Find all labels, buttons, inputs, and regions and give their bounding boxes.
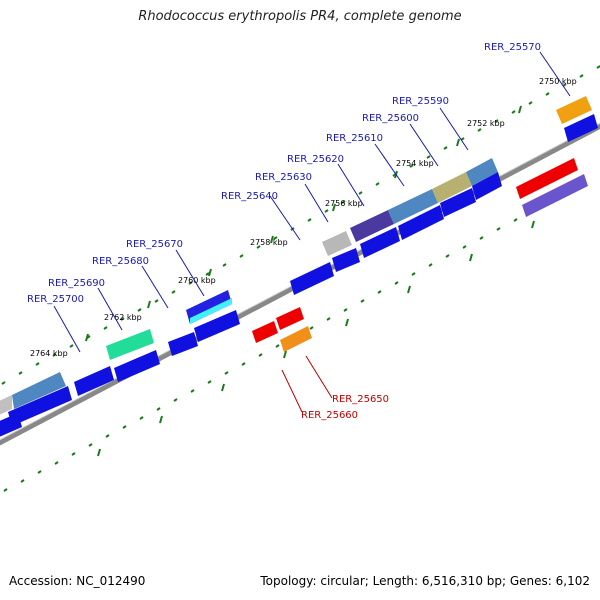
gene-box	[8, 386, 72, 426]
accession-text: Accession: NC_012490	[9, 574, 146, 588]
map-title: Rhodococcus erythropolis PR4, complete g…	[138, 9, 462, 24]
gene-box	[12, 372, 66, 409]
gene-box	[556, 96, 592, 124]
gene-box	[360, 227, 400, 258]
kbp-label-2752: 2752 kbp	[467, 119, 505, 128]
gene-label-rer-25640[interactable]: RER_25640	[221, 191, 278, 202]
gene-box	[190, 298, 232, 324]
gene-box	[252, 321, 278, 343]
gene-label-rer-25670[interactable]: RER_25670	[126, 239, 183, 250]
forward-far-row	[0, 96, 592, 415]
gene-box	[432, 172, 472, 203]
gene-label-rer-25600[interactable]: RER_25600	[362, 113, 419, 124]
gene-label-rer-25660[interactable]: RER_25660	[301, 410, 358, 421]
gene-box	[516, 158, 578, 199]
kbp-label-2758: 2758 kbp	[250, 238, 288, 247]
forward-major-ticks	[85, 105, 522, 342]
gene-box	[522, 174, 588, 217]
forward-tick-row	[1, 65, 600, 385]
kbp-label-2750: 2750 kbp	[539, 77, 577, 86]
gene-label-rer-25630[interactable]: RER_25630	[255, 172, 312, 183]
gene-label-rer-25690[interactable]: RER_25690	[48, 278, 105, 289]
gene-box	[350, 210, 394, 242]
topology-text: Topology: circular; Length: 6,516,310 bp…	[260, 574, 590, 588]
forward-leader-lines	[53, 51, 571, 353]
gene-box	[114, 350, 160, 382]
gene-box	[276, 307, 304, 330]
kbp-label-2764: 2764 kbp	[30, 349, 68, 358]
gene-box	[290, 262, 334, 295]
gene-box	[564, 114, 598, 142]
reverse-major-ticks	[97, 220, 535, 457]
gene-box	[194, 310, 240, 342]
gene-label-rer-25610[interactable]: RER_25610	[326, 133, 383, 144]
kbp-label-2760: 2760 kbp	[178, 276, 216, 285]
gene-box	[388, 189, 438, 224]
gene-label-rer-25650[interactable]: RER_25650	[332, 394, 389, 405]
gene-box	[168, 332, 198, 356]
gene-box	[440, 188, 476, 217]
kbp-label-2756: 2756 kbp	[325, 199, 363, 208]
reverse-genes	[252, 158, 588, 352]
gene-box	[106, 329, 154, 360]
forward-near-row	[0, 114, 598, 437]
gene-label-rer-25590[interactable]: RER_25590	[392, 96, 449, 107]
reverse-leader-lines	[281, 355, 333, 413]
gene-box	[332, 248, 360, 272]
gene-box	[280, 326, 312, 352]
gene-label-rer-25680[interactable]: RER_25680	[92, 256, 149, 267]
gene-box	[466, 158, 498, 186]
kbp-label-2762: 2762 kbp	[104, 313, 142, 322]
gene-box	[398, 205, 444, 240]
gene-box	[322, 231, 352, 256]
gene-label-rer-25570[interactable]: RER_25570	[484, 42, 541, 53]
gene-label-rer-25700[interactable]: RER_25700	[27, 294, 84, 305]
gene-label-rer-25620[interactable]: RER_25620	[287, 154, 344, 165]
gene-box	[0, 395, 12, 415]
gene-box	[472, 172, 502, 200]
kbp-label-2754: 2754 kbp	[396, 159, 434, 168]
gene-box	[74, 366, 114, 396]
